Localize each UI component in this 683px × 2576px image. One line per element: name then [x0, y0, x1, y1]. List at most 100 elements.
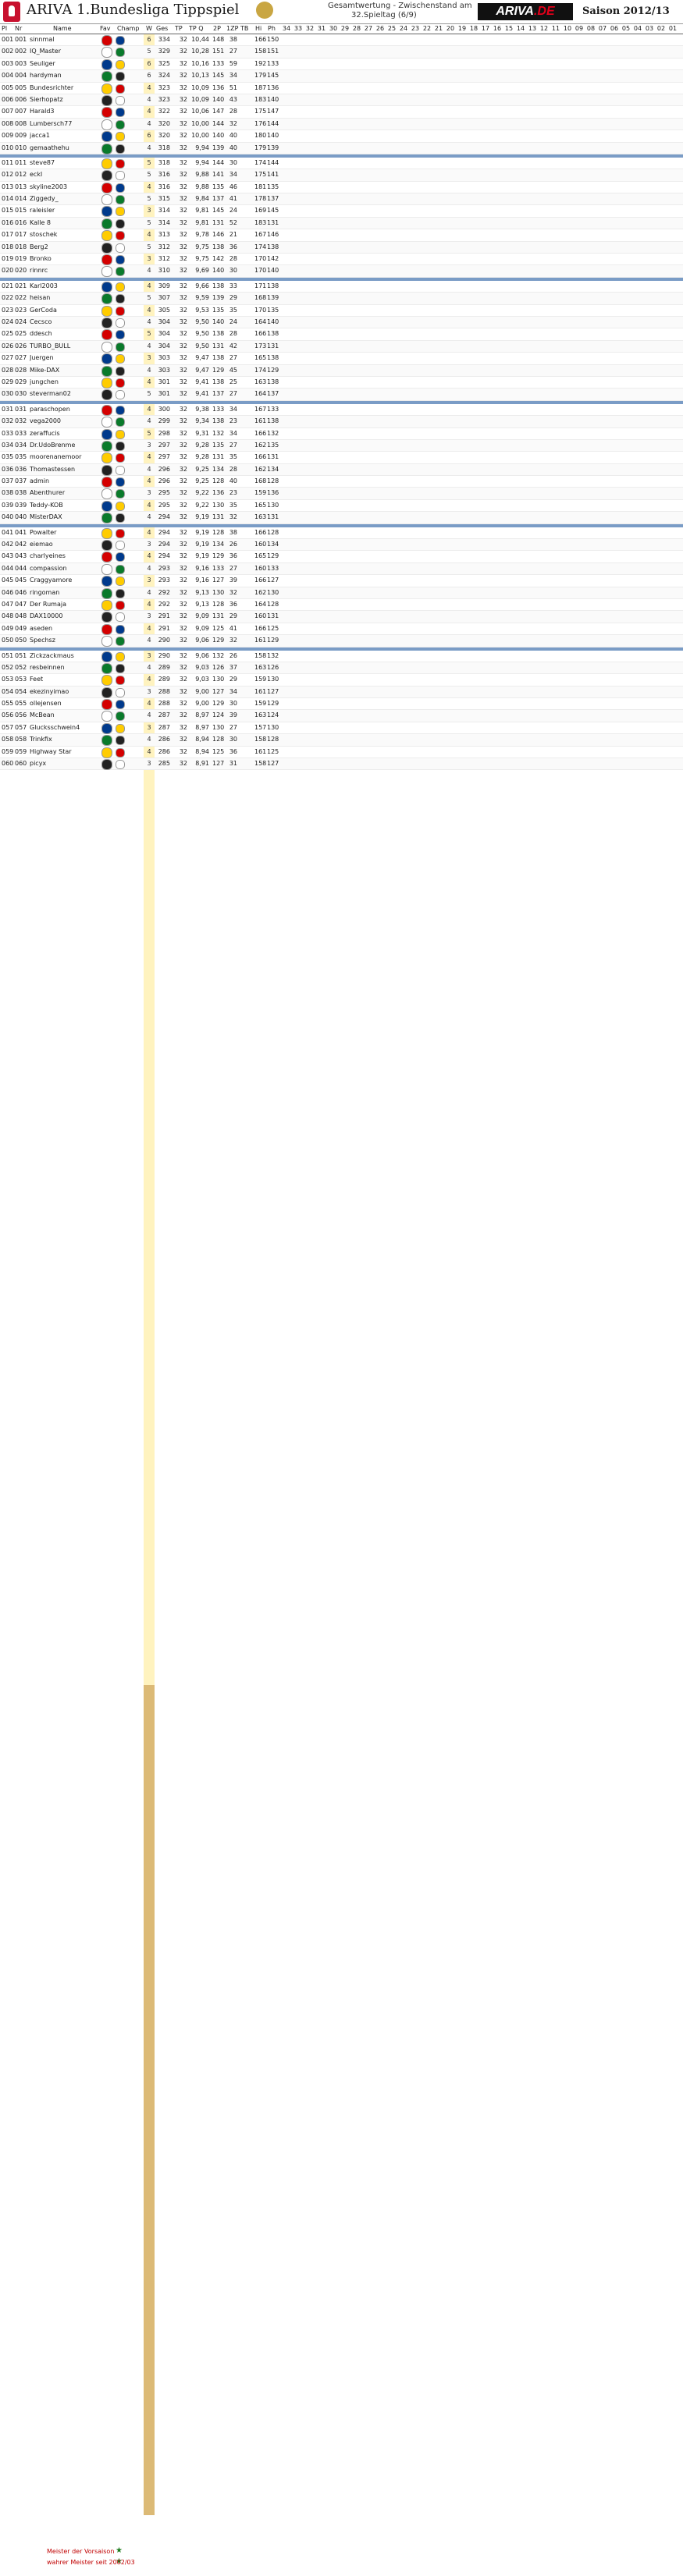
- table-row[interactable]: 016 016 Kalle 8 5 314 32 9,81 131 52 183 131: [0, 217, 683, 230]
- table-row[interactable]: 012 012 eckl 5 316 32 9,88 141 34 175 141: [0, 169, 683, 182]
- table-row[interactable]: 055 055 ollejensen 4 288 32 9,00 129 30 159 129: [0, 698, 683, 711]
- player-name[interactable]: steve87: [30, 158, 55, 166]
- player-name[interactable]: aseden: [30, 624, 53, 632]
- player-name[interactable]: eiemao: [30, 541, 53, 548]
- table-row[interactable]: 010 010 gemaathehu 4 318 32 9,94 139 40 179 139: [0, 142, 683, 154]
- table-row[interactable]: 042 042 eiemao 3 294 32 9,19 134 26 160 134: [0, 539, 683, 552]
- table-row[interactable]: 036 036 Thomastessen 4 296 32 9,25 134 28 162 134: [0, 463, 683, 477]
- player-name[interactable]: Karl2003: [30, 282, 58, 289]
- table-row[interactable]: 005 005 Bundesrichter 4 323 32 10,09 136 51 187 13…: [0, 83, 683, 94]
- table-row[interactable]: 004 004 hardyman 6 324 32 10,13 145 34 179 145: [0, 70, 683, 83]
- player-name[interactable]: TURBO_BULL: [30, 342, 71, 349]
- player-name[interactable]: GerCoda: [30, 306, 57, 314]
- table-row[interactable]: 060 060 picyx 3 285 32 8,91 127 31 158 127: [0, 758, 683, 771]
- player-name[interactable]: ddesch: [30, 330, 52, 338]
- table-row[interactable]: 018 018 Berg2 5 312 32 9,75 138 36 174 138: [0, 241, 683, 254]
- player-name[interactable]: Seuliger: [30, 59, 55, 67]
- table-row[interactable]: 056 056 McBean 4 287 32 8,97 124 39 163 124: [0, 710, 683, 722]
- table-row[interactable]: 027 027 Juergen 3 303 32 9,47 138 27 165 138: [0, 353, 683, 365]
- player-name[interactable]: ekezinyimao: [30, 687, 69, 695]
- player-name[interactable]: admin: [30, 477, 50, 485]
- table-row[interactable]: 009 009 jacca1 6 320 32 10,00 140 40 180 140: [0, 130, 683, 143]
- player-name[interactable]: raleisler: [30, 207, 55, 215]
- player-name[interactable]: Lumbersch77: [30, 119, 73, 127]
- table-row[interactable]: 050 050 Spechsz 4 290 32 9,06 129 32 161 129: [0, 635, 683, 648]
- table-row[interactable]: 059 059 Highway Star 4 286 32 8,94 125 36 161 125: [0, 747, 683, 759]
- table-row[interactable]: 020 020 rinnrc 4 310 32 9,69 140 30 170 140: [0, 265, 683, 278]
- table-row[interactable]: 035 035 moorenanemoor 4 297 32 9,28 131 35 166 131: [0, 452, 683, 464]
- player-name[interactable]: Juergen: [30, 354, 54, 362]
- table-row[interactable]: 026 026 TURBO_BULL 4 304 32 9,50 131 42 173 131: [0, 340, 683, 353]
- player-name[interactable]: stoschek: [30, 231, 58, 239]
- table-row[interactable]: 048 048 DAX10000 3 291 32 9,09 131 29 160 131: [0, 611, 683, 623]
- table-row[interactable]: 002 002 IQ_Master 5 329 32 10,28 151 27 158 151: [0, 46, 683, 59]
- player-name[interactable]: Dr.UdoBrenme: [30, 441, 76, 449]
- player-name[interactable]: rinnrc: [30, 267, 48, 275]
- table-row[interactable]: 034 034 Dr.UdoBrenme 3 297 32 9,28 135 27 162 135: [0, 439, 683, 452]
- player-name[interactable]: Zickzackmaus: [30, 651, 74, 659]
- player-name[interactable]: sinnmal: [30, 36, 55, 43]
- player-name[interactable]: Teddy-KOB: [30, 501, 63, 509]
- table-row[interactable]: 025 025 ddesch 5 304 32 9,50 138 28 166 138: [0, 328, 683, 341]
- player-name[interactable]: MisterDAX: [30, 513, 62, 521]
- player-name[interactable]: steverman02: [30, 390, 71, 398]
- table-row[interactable]: 030 030 steverman02 5 301 32 9,41 137 27 164 137: [0, 389, 683, 401]
- table-row[interactable]: 049 049 aseden 4 291 32 9,09 125 41 166 125: [0, 623, 683, 636]
- player-name[interactable]: resbeinnen: [30, 663, 65, 671]
- player-name[interactable]: Highway Star: [30, 747, 72, 755]
- player-name[interactable]: heisan: [30, 294, 51, 302]
- player-name[interactable]: Bundesrichter: [30, 83, 74, 91]
- player-name[interactable]: skyline2003: [30, 183, 68, 190]
- table-row[interactable]: 047 047 Der Rumaja 4 292 32 9,13 128 36 164 128: [0, 599, 683, 612]
- table-row[interactable]: 021 021 Karl2003 4 309 32 9,66 138 33 171 138: [0, 281, 683, 293]
- player-name[interactable]: Cecsco: [30, 318, 52, 325]
- table-row[interactable]: 023 023 GerCoda 4 305 32 9,53 135 35 170 135: [0, 305, 683, 317]
- table-row[interactable]: 008 008 Lumbersch77 4 320 32 10,00 144 32 176 144: [0, 118, 683, 131]
- table-row[interactable]: 013 013 skyline2003 4 316 32 9,88 135 46 181 135: [0, 182, 683, 194]
- table-row[interactable]: 028 028 Mike-DAX 4 303 32 9,47 129 45 174 129: [0, 364, 683, 377]
- player-name[interactable]: Feet: [30, 676, 44, 683]
- player-name[interactable]: ringoman: [30, 588, 60, 596]
- table-row[interactable]: 003 003 Seuliger 6 325 32 10,16 133 59 192 133: [0, 59, 683, 71]
- player-name[interactable]: jungchen: [30, 378, 59, 385]
- table-row[interactable]: 037 037 admin 4 296 32 9,25 128 40 168 128: [0, 476, 683, 488]
- ariva-brand-logo[interactable]: ARIVA.DE: [478, 3, 573, 20]
- player-name[interactable]: compassion: [30, 564, 67, 572]
- player-name[interactable]: moorenanemoor: [30, 453, 82, 461]
- table-row[interactable]: 058 058 Trinkfix 4 286 32 8,94 128 30 158 128: [0, 734, 683, 747]
- table-row[interactable]: 038 038 Abenthurer 3 295 32 9,22 136 23 159 136: [0, 488, 683, 500]
- player-name[interactable]: picyx: [30, 760, 47, 768]
- player-name[interactable]: Kalle 8: [30, 218, 52, 226]
- table-row[interactable]: 057 057 Glucksschwein4 3 287 32 8,97 130 27 157 13…: [0, 722, 683, 735]
- table-row[interactable]: 011 011 steve87 5 318 32 9,94 144 30 174 144: [0, 158, 683, 170]
- player-name[interactable]: jacca1: [30, 132, 50, 140]
- player-name[interactable]: ollejensen: [30, 700, 62, 708]
- player-name[interactable]: hardyman: [30, 72, 62, 80]
- player-name[interactable]: Bronko: [30, 255, 52, 263]
- player-name[interactable]: Glucksschwein4: [30, 723, 80, 731]
- player-name[interactable]: IQ_Master: [30, 48, 61, 55]
- table-row[interactable]: 040 040 MisterDAX 4 294 32 9,19 131 32 163 131: [0, 512, 683, 524]
- table-row[interactable]: 044 044 compassion 4 293 32 9,16 133 27 160 133: [0, 562, 683, 576]
- player-name[interactable]: eckl: [30, 171, 43, 179]
- player-name[interactable]: paraschopen: [30, 405, 70, 413]
- table-row[interactable]: 032 032 vega2000 4 299 32 9,34 138 23 161 138: [0, 416, 683, 428]
- table-row[interactable]: 029 029 jungchen 4 301 32 9,41 138 25 163 138: [0, 377, 683, 389]
- player-name[interactable]: zeraffucis: [30, 429, 60, 437]
- table-row[interactable]: 031 031 paraschopen 4 300 32 9,38 133 34 167 133: [0, 404, 683, 417]
- player-name[interactable]: Harald3: [30, 108, 55, 115]
- table-row[interactable]: 014 014 Ziggedy_ 5 315 32 9,84 137 41 178 137: [0, 193, 683, 206]
- table-row[interactable]: 017 017 stoschek 4 313 32 9,78 146 21 167 146: [0, 229, 683, 242]
- player-name[interactable]: vega2000: [30, 417, 61, 425]
- player-name[interactable]: Ziggedy_: [30, 195, 59, 203]
- table-row[interactable]: 052 052 resbeinnen 4 289 32 9,03 126 37 163 126: [0, 662, 683, 675]
- table-row[interactable]: 054 054 ekezinyimao 3 288 32 9,00 127 34 161 127: [0, 686, 683, 699]
- player-name[interactable]: McBean: [30, 711, 55, 719]
- player-name[interactable]: Spechsz: [30, 637, 55, 644]
- player-name[interactable]: charlyeines: [30, 552, 66, 560]
- table-row[interactable]: 015 015 raleisler 3 314 32 9,81 145 24 169 145: [0, 205, 683, 218]
- table-row[interactable]: 007 007 Harald3 4 322 32 10,06 147 28 175 147: [0, 106, 683, 119]
- table-row[interactable]: 043 043 charlyeines 4 294 32 9,19 129 36 165 129: [0, 551, 683, 563]
- table-row[interactable]: 045 045 Craggyamore 3 293 32 9,16 127 39 166 127: [0, 575, 683, 587]
- table-row[interactable]: 039 039 Teddy-KOB 4 295 32 9,22 130 35 165 130: [0, 500, 683, 513]
